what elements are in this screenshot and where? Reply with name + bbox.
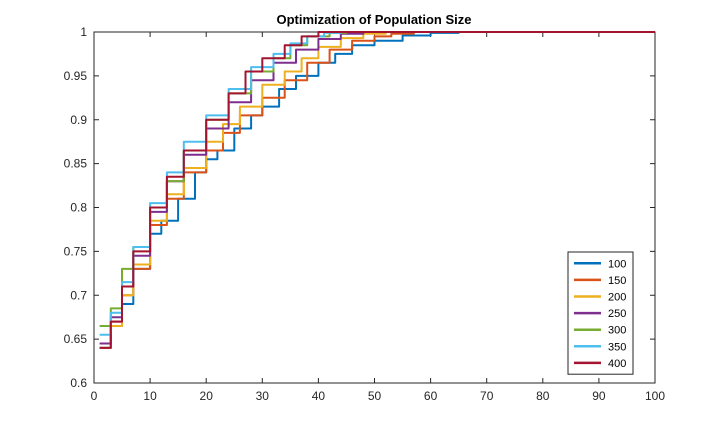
x-tick-label: 70 xyxy=(480,389,494,403)
x-tick-label: 60 xyxy=(424,389,438,403)
legend: 100 150 200 250 300 350 400 xyxy=(567,251,634,375)
legend-label: 100 xyxy=(608,258,626,270)
x-tick-label: 90 xyxy=(592,389,606,403)
chart-title: Optimization of Population Size xyxy=(277,12,472,27)
x-tick-label: 0 xyxy=(91,389,98,403)
y-tick-label: 0.95 xyxy=(64,69,88,83)
y-tick-label: 0.6 xyxy=(70,376,87,390)
legend-label: 400 xyxy=(608,358,626,370)
y-tick-label: 0.9 xyxy=(70,113,87,127)
series-line-400 xyxy=(99,31,655,349)
y-tick-label: 0.85 xyxy=(64,157,88,171)
x-tick-label: 80 xyxy=(536,389,550,403)
y-tick-label: 1 xyxy=(80,25,87,39)
legend-label: 300 xyxy=(608,325,626,337)
legend-label: 150 xyxy=(608,275,626,287)
x-tick-label: 100 xyxy=(645,389,665,403)
y-tick-label: 0.8 xyxy=(70,201,87,215)
y-tick-label: 0.65 xyxy=(64,332,88,346)
x-tick-label: 10 xyxy=(143,389,157,403)
y-tick-label: 0.75 xyxy=(64,244,88,258)
legend-label: 250 xyxy=(608,308,626,320)
legend-label: 350 xyxy=(608,341,626,353)
x-tick-label: 30 xyxy=(256,389,270,403)
legend-label: 200 xyxy=(608,292,626,304)
y-tick-label: 0.7 xyxy=(70,288,87,302)
x-tick-label: 20 xyxy=(200,389,214,403)
series-layer xyxy=(99,31,655,349)
x-tick-label: 40 xyxy=(312,389,326,403)
x-tick-label: 50 xyxy=(368,389,382,403)
